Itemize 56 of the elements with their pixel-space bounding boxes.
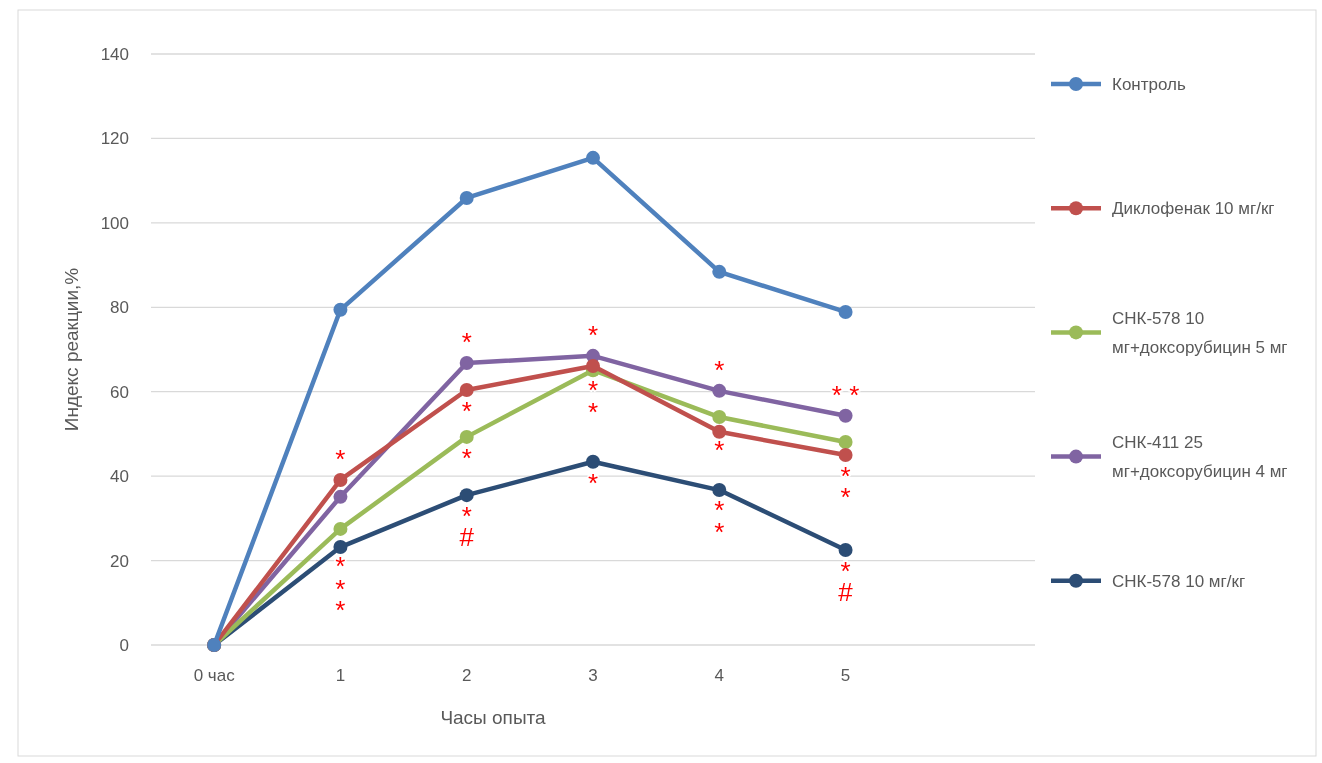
point (459, 488, 474, 503)
x-tick-label: 5 (840, 666, 851, 685)
annotation: * (335, 550, 346, 581)
annotation: * (587, 467, 599, 498)
point (333, 521, 348, 536)
x-tick-label: 2 (461, 666, 472, 685)
y-axis-title: Индекс реакции,% (61, 267, 82, 432)
annotation: * (335, 443, 346, 474)
legend-label: СНК-578 10 мг/кг (1112, 571, 1246, 591)
point (459, 383, 474, 398)
annotation: * (587, 397, 599, 428)
point (712, 383, 727, 398)
annotation: * * (831, 379, 860, 410)
annotation: * (714, 435, 725, 466)
point (838, 448, 853, 463)
y-tick-label: 40 (110, 467, 129, 487)
point (712, 483, 727, 498)
point (838, 304, 853, 319)
point (459, 356, 474, 371)
x-tick-label: 0 час (193, 666, 236, 685)
annotation: * (461, 396, 472, 427)
y-tick-label: 100 (100, 213, 129, 233)
point (333, 302, 348, 317)
point (586, 454, 600, 469)
point (838, 543, 853, 558)
y-tick-label: 120 (100, 129, 129, 149)
point (586, 150, 600, 165)
y-tick-label: 0 (119, 635, 129, 655)
legend-label: СНК-411 25 мг+доксорубицин 4 мг (1112, 433, 1288, 482)
x-tick-label: 1 (335, 666, 346, 685)
point (712, 264, 727, 279)
point (712, 424, 727, 439)
y-tick-label: 60 (110, 382, 129, 402)
annotation: * (587, 319, 599, 350)
x-axis-title: Часы опыта (440, 707, 547, 728)
annotation: * (714, 517, 725, 548)
point (333, 540, 348, 555)
annotation: * (461, 327, 472, 358)
point (333, 489, 348, 504)
legend-label: СНК-578 10 мг+доксорубицин 5 мг (1112, 308, 1288, 357)
annotation: * (714, 354, 725, 385)
point (459, 190, 474, 205)
legend-label: Контроль (1112, 74, 1186, 94)
point (712, 410, 727, 425)
annotation: * (461, 442, 472, 473)
point (838, 408, 853, 423)
y-tick-label: 80 (110, 298, 129, 318)
x-tick-label: 3 (588, 666, 598, 685)
point (838, 434, 853, 449)
legend-label: Диклофенак 10 мг/кг (1112, 199, 1275, 219)
point (459, 429, 474, 444)
point (333, 472, 348, 487)
x-tick-label: 4 (714, 666, 725, 685)
y-tick-label: 140 (100, 44, 129, 64)
y-tick-label: 20 (110, 551, 129, 571)
point (586, 358, 600, 373)
